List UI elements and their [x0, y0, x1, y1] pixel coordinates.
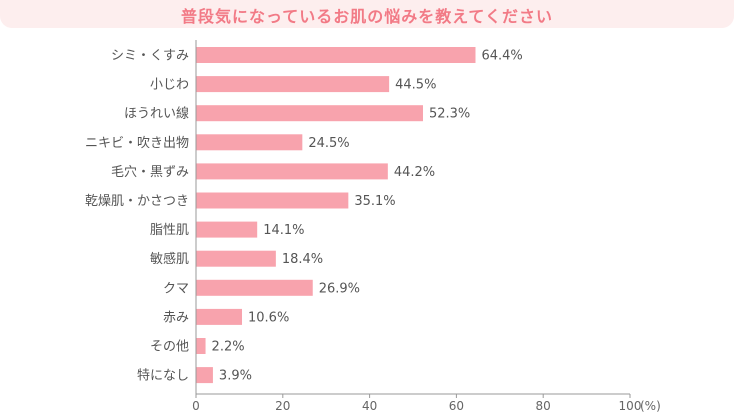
bar: [196, 134, 303, 151]
category-label: 小じわ: [150, 78, 189, 93]
value-label: 64.4%: [481, 49, 522, 64]
bar: [196, 338, 206, 354]
category-label: 敏感肌: [150, 251, 189, 267]
category-label: その他: [150, 340, 189, 355]
category-label: クマ: [163, 281, 189, 296]
category-label: 特になし: [137, 369, 189, 384]
bar: [196, 308, 243, 325]
value-label: 18.4%: [282, 252, 323, 267]
category-label: 赤み: [163, 310, 189, 325]
x-tick-label: 20: [275, 399, 290, 412]
x-axis-unit: (%): [640, 399, 661, 412]
category-label: 脂性肌: [150, 223, 189, 238]
value-label: 26.9%: [319, 281, 360, 296]
x-tick-label: 40: [362, 399, 377, 412]
bar: [196, 76, 390, 93]
value-label: 3.9%: [219, 369, 252, 384]
x-tick-label: 60: [449, 399, 464, 412]
bar: [196, 367, 213, 384]
bar: [196, 47, 476, 63]
bar: [196, 192, 349, 209]
value-label: 10.6%: [248, 310, 289, 325]
value-label: 44.2%: [394, 165, 435, 180]
category-label: 乾燥肌・かさつき: [85, 194, 189, 209]
bar: [196, 105, 423, 122]
value-label: 2.2%: [212, 340, 245, 355]
category-label: 毛穴・黒ずみ: [111, 165, 189, 180]
x-tick-label: 0: [192, 399, 200, 412]
value-label: 52.3%: [429, 107, 470, 122]
x-tick-label: 100: [619, 399, 642, 412]
bar: [196, 279, 313, 296]
value-label: 14.1%: [263, 223, 304, 238]
category-label: シミ・くすみ: [111, 49, 189, 64]
chart-title: 普段気になっているお肌の悩みを教えてください: [181, 7, 553, 26]
value-label: 44.5%: [395, 78, 436, 93]
bar: [196, 250, 276, 267]
bar: [196, 221, 258, 238]
value-label: 24.5%: [308, 136, 349, 151]
value-label: 35.1%: [354, 194, 395, 209]
bar: [196, 163, 388, 180]
title-banner: [0, 0, 734, 28]
category-label: ほうれい線: [124, 106, 189, 122]
x-tick-label: 80: [536, 399, 551, 412]
category-label: ニキビ・吹き出物: [85, 136, 189, 151]
